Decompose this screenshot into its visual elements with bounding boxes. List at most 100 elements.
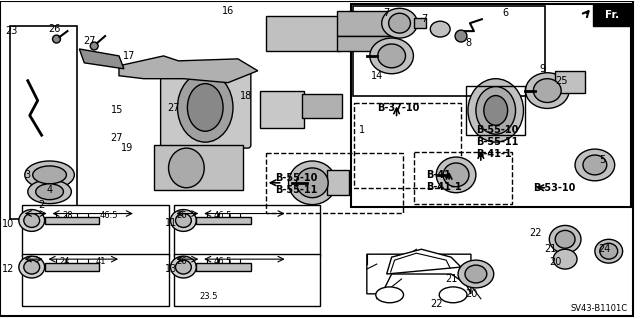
Bar xyxy=(415,18,426,28)
Ellipse shape xyxy=(553,249,577,269)
Bar xyxy=(337,36,397,51)
Text: 27: 27 xyxy=(111,133,124,143)
Bar xyxy=(196,263,251,271)
Text: 2: 2 xyxy=(38,200,45,210)
Ellipse shape xyxy=(465,265,487,283)
Ellipse shape xyxy=(168,148,204,188)
Ellipse shape xyxy=(296,168,328,198)
Text: 26: 26 xyxy=(49,24,61,34)
Ellipse shape xyxy=(378,44,406,68)
Text: 11: 11 xyxy=(165,219,178,228)
Bar xyxy=(593,4,630,26)
Ellipse shape xyxy=(484,96,508,125)
Text: SV43-B1101C: SV43-B1101C xyxy=(570,304,627,313)
Ellipse shape xyxy=(575,149,614,181)
Text: 26: 26 xyxy=(176,256,187,266)
Ellipse shape xyxy=(388,13,410,33)
Ellipse shape xyxy=(289,161,336,204)
Bar xyxy=(351,4,630,207)
Ellipse shape xyxy=(381,8,417,38)
Bar xyxy=(266,153,403,212)
Text: 24: 24 xyxy=(59,256,70,266)
Ellipse shape xyxy=(33,166,67,184)
Text: 17: 17 xyxy=(123,51,135,61)
Bar xyxy=(353,6,545,96)
Polygon shape xyxy=(79,49,124,69)
Bar xyxy=(196,217,251,225)
Text: 3: 3 xyxy=(25,170,31,180)
Bar xyxy=(10,26,77,219)
Text: 15: 15 xyxy=(111,105,123,115)
Ellipse shape xyxy=(25,161,74,189)
Ellipse shape xyxy=(430,21,450,37)
Ellipse shape xyxy=(476,87,516,134)
Text: 46.5: 46.5 xyxy=(214,256,232,266)
Text: 8: 8 xyxy=(465,38,471,48)
Ellipse shape xyxy=(90,42,98,50)
Ellipse shape xyxy=(583,155,607,175)
Ellipse shape xyxy=(175,260,191,274)
Bar xyxy=(45,263,99,271)
Ellipse shape xyxy=(600,243,618,259)
Ellipse shape xyxy=(525,73,569,108)
Text: 24: 24 xyxy=(598,244,611,254)
Polygon shape xyxy=(367,254,471,294)
Bar xyxy=(327,170,349,195)
Polygon shape xyxy=(119,56,258,83)
Ellipse shape xyxy=(595,239,623,263)
Bar xyxy=(22,254,168,306)
Text: B-55-10: B-55-10 xyxy=(476,125,518,135)
Text: 46.5: 46.5 xyxy=(214,211,232,220)
Ellipse shape xyxy=(549,226,581,253)
Ellipse shape xyxy=(170,256,196,278)
Text: 28: 28 xyxy=(62,211,73,220)
Ellipse shape xyxy=(556,230,575,248)
Text: 20: 20 xyxy=(466,289,478,299)
Ellipse shape xyxy=(24,213,40,227)
Ellipse shape xyxy=(439,287,467,303)
Text: 7: 7 xyxy=(421,14,428,24)
Text: 26: 26 xyxy=(176,211,187,220)
Bar xyxy=(337,11,397,36)
Text: 41: 41 xyxy=(96,256,106,266)
Ellipse shape xyxy=(36,184,63,200)
Ellipse shape xyxy=(370,38,413,74)
Text: B-55-11: B-55-11 xyxy=(476,137,518,147)
Text: 46.5: 46.5 xyxy=(100,211,118,220)
Text: 27: 27 xyxy=(83,36,95,46)
Bar xyxy=(266,16,340,51)
Ellipse shape xyxy=(443,163,469,187)
Ellipse shape xyxy=(19,210,45,231)
Ellipse shape xyxy=(533,79,561,102)
Bar xyxy=(173,204,320,256)
Bar xyxy=(302,93,342,118)
Text: B-53-10: B-53-10 xyxy=(533,183,576,193)
Ellipse shape xyxy=(376,287,403,303)
Bar xyxy=(22,204,168,256)
Ellipse shape xyxy=(170,210,196,231)
Ellipse shape xyxy=(455,30,467,42)
Text: B-55-11: B-55-11 xyxy=(276,185,318,195)
Bar xyxy=(415,152,511,204)
Text: B-41-1: B-41-1 xyxy=(426,182,462,192)
Text: 23.5: 23.5 xyxy=(199,292,218,301)
Text: B-41-1: B-41-1 xyxy=(476,149,511,159)
Text: B-41: B-41 xyxy=(426,170,451,180)
Text: 19: 19 xyxy=(121,143,133,153)
Text: 9: 9 xyxy=(540,64,545,74)
Ellipse shape xyxy=(52,35,60,43)
Ellipse shape xyxy=(436,157,476,193)
Text: 12: 12 xyxy=(2,264,14,274)
Bar xyxy=(45,217,99,225)
Text: B-55-10: B-55-10 xyxy=(276,173,318,183)
Text: 5: 5 xyxy=(600,155,606,165)
Ellipse shape xyxy=(19,256,45,278)
Text: Fr.: Fr. xyxy=(605,10,619,20)
Text: 20: 20 xyxy=(549,257,561,267)
Text: 4: 4 xyxy=(47,185,52,195)
Ellipse shape xyxy=(468,79,524,142)
Bar xyxy=(173,254,320,306)
Text: 1: 1 xyxy=(359,125,365,135)
Text: 22: 22 xyxy=(529,228,541,238)
Text: B-37-10: B-37-10 xyxy=(377,103,419,114)
